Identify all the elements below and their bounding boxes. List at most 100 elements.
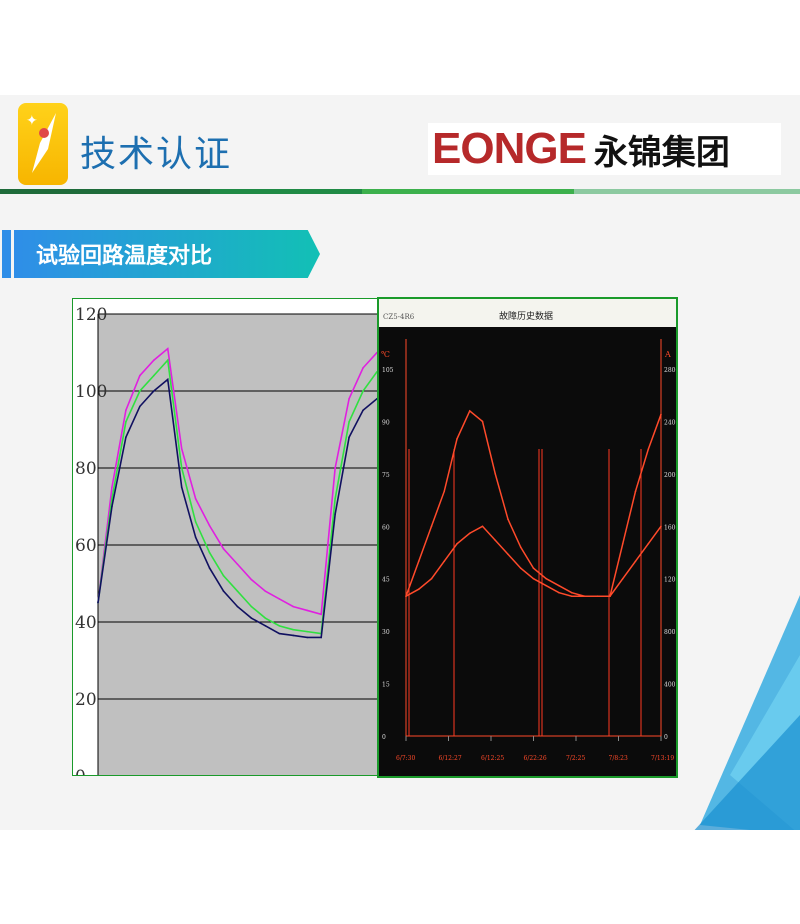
data-point <box>278 625 281 627</box>
chart-title: 故障历史数据 <box>499 310 553 322</box>
data-point <box>348 397 350 400</box>
data-point <box>153 359 155 361</box>
data-point <box>570 591 573 594</box>
y-tick-label: 40 <box>75 613 97 633</box>
y-right-tick-label: 2000 <box>664 472 676 479</box>
slide: ✦ 技术认证 EONGE 永锦集团 试验回路温度对比 0 20 40 60 80 100 1… <box>0 95 800 830</box>
data-point <box>111 486 113 489</box>
data-point <box>208 524 211 527</box>
data-point <box>264 617 267 619</box>
data-point <box>532 567 535 570</box>
data-point <box>362 390 364 392</box>
data-point <box>292 628 295 631</box>
temperature-chart-left: 0 20 40 60 80 100 120 <box>72 298 378 787</box>
y-tick-label: 100 <box>75 382 107 402</box>
data-point <box>320 613 322 616</box>
data-point <box>660 525 662 528</box>
data-point <box>166 359 169 361</box>
data-point <box>250 605 253 608</box>
x-tick-label: 6/12:27 <box>439 755 462 762</box>
data-point <box>621 542 624 545</box>
data-point <box>222 575 225 577</box>
data-point <box>264 625 267 627</box>
y-right-tick-label: 0 <box>664 734 668 741</box>
rocket-logo-icon: ✦ <box>18 103 68 185</box>
data-point <box>443 490 446 493</box>
y-tick-label: 120 <box>75 305 107 325</box>
data-point <box>222 590 225 592</box>
data-point <box>558 584 560 587</box>
data-point <box>468 410 471 412</box>
data-point <box>208 551 211 554</box>
data-point <box>194 536 197 539</box>
data-point <box>306 636 309 639</box>
header-left: CZ5-4R6 <box>383 313 415 321</box>
data-point <box>456 438 458 440</box>
x-tick-label: 7/8:23 <box>609 755 628 762</box>
data-point <box>125 409 127 412</box>
data-point <box>125 421 127 423</box>
data-point <box>208 567 211 569</box>
x-tick-label: 6/22:26 <box>524 755 547 762</box>
brand-logo: EONGE 永锦集团 <box>428 123 781 175</box>
data-point <box>250 617 253 619</box>
banner-tab <box>2 230 11 278</box>
divider <box>362 189 574 194</box>
data-point <box>481 525 484 528</box>
data-point <box>430 577 433 580</box>
x-tick-label: 7/2:25 <box>566 755 585 762</box>
data-point <box>481 420 484 423</box>
data-point <box>647 448 650 451</box>
y-tick-label: 60 <box>382 524 390 531</box>
data-point <box>558 591 560 594</box>
y-right-tick-label: 2400 <box>664 419 676 426</box>
y-tick-label: 0 <box>75 767 86 775</box>
data-point <box>660 413 662 416</box>
data-point <box>634 560 637 563</box>
data-point <box>292 634 295 637</box>
data-point <box>519 546 522 549</box>
svg-text:✦: ✦ <box>26 113 38 129</box>
data-point <box>532 577 535 580</box>
data-point <box>139 405 141 408</box>
y-tick-label: 30 <box>382 629 390 636</box>
data-point <box>278 632 281 635</box>
data-point <box>545 584 548 587</box>
y-right-tick-label: 800 <box>664 629 676 636</box>
y-right-tick-label: 2800 <box>664 367 676 374</box>
data-point <box>443 560 446 563</box>
data-point <box>153 374 155 377</box>
x-tick-label: 7/13:19 <box>651 755 674 762</box>
x-tick-label: 6/12:25 <box>481 755 504 762</box>
data-point <box>236 563 239 566</box>
temperature-chart-right: CZ5-4R6 故障历史数据 ℃ A 0 15 30 45 60 75 90 105 0 400 800 12… <box>377 297 679 778</box>
data-point <box>139 390 141 392</box>
data-point <box>494 473 497 475</box>
y-tick-label: 75 <box>382 472 390 479</box>
data-point <box>264 590 267 592</box>
data-point <box>507 518 509 521</box>
divider <box>210 189 362 194</box>
data-point <box>97 601 99 604</box>
data-point <box>456 542 458 545</box>
data-point <box>430 525 433 528</box>
data-point <box>194 498 197 500</box>
data-point <box>334 467 336 469</box>
data-point <box>545 577 548 580</box>
data-point <box>139 374 141 377</box>
data-point <box>362 409 364 412</box>
data-point <box>180 447 183 450</box>
data-point <box>647 542 650 545</box>
data-point <box>153 390 155 392</box>
y-tick-label: 80 <box>75 459 97 479</box>
y-right-tick-label: 1600 <box>664 524 676 531</box>
data-point <box>570 595 573 597</box>
decorative-triangles <box>694 595 800 830</box>
data-point <box>180 486 183 489</box>
x-tick-label: 6/7:30 <box>396 755 415 762</box>
data-point <box>278 598 281 600</box>
data-point <box>111 505 113 508</box>
data-point <box>519 567 522 570</box>
banner <box>14 230 320 278</box>
y-tick-label: 105 <box>382 367 394 374</box>
